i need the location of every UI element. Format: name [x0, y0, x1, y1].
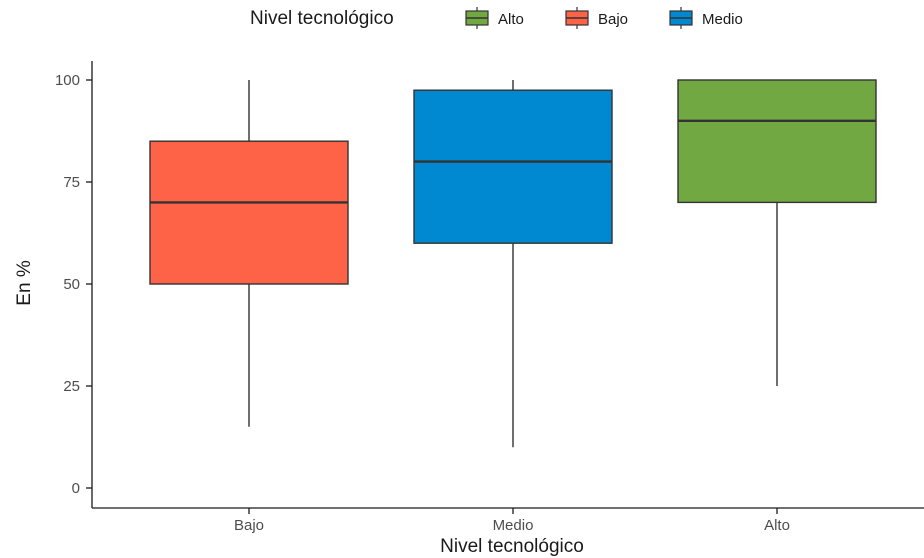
y-axis-title: En % [14, 260, 35, 306]
legend: Nivel tecnológico Alto Bajo Medio [250, 7, 743, 29]
legend-item-bajo: Bajo [565, 7, 628, 29]
y-tick-label: 75 [63, 174, 80, 191]
legend-label: Alto [498, 11, 524, 28]
box-iqr [413, 89, 613, 244]
legend-items: Alto Bajo Medio [465, 7, 743, 29]
box-medio [413, 80, 613, 448]
legend-item-medio: Medio [669, 7, 743, 29]
y-ticks: 0 25 50 75 100 [55, 72, 92, 497]
legend-title: Nivel tecnológico [250, 8, 394, 29]
y-tick-label: 100 [55, 72, 80, 89]
box-bajo [149, 80, 349, 427]
y-tick-label: 25 [63, 378, 80, 395]
y-tick-label: 50 [63, 276, 80, 293]
x-ticks: Bajo Medio Alto [234, 508, 790, 534]
x-tick-label: Alto [764, 517, 790, 534]
legend-item-alto: Alto [465, 7, 524, 29]
y-tick-label: 0 [72, 480, 80, 497]
x-axis-title: Nivel tecnológico [440, 536, 584, 557]
x-tick-label: Medio [493, 517, 534, 534]
legend-label: Medio [702, 11, 743, 28]
box-iqr [677, 79, 877, 204]
legend-label: Bajo [598, 11, 628, 28]
boxes [149, 79, 877, 448]
box-iqr [149, 140, 349, 285]
box-alto [677, 79, 877, 386]
plot-area: 0 25 50 75 100 Bajo Medio Alto [55, 61, 924, 534]
x-tick-label: Bajo [234, 517, 264, 534]
